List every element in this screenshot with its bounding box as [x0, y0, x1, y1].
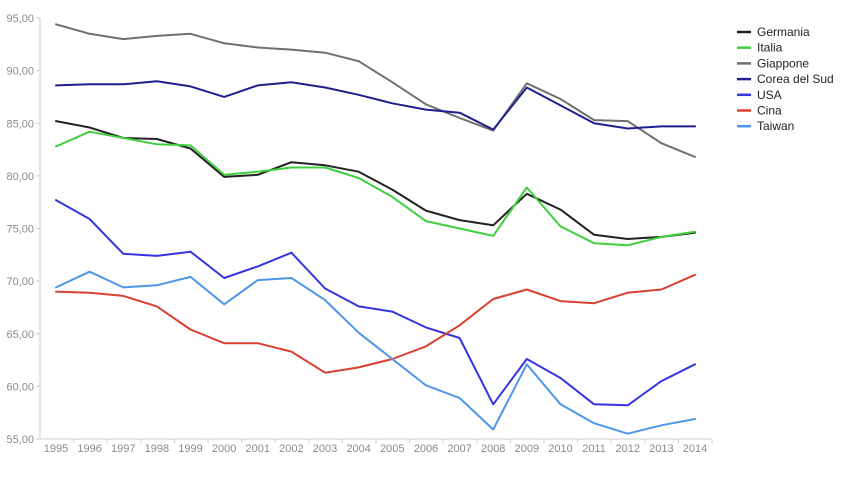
x-tick-label: 2004 — [346, 443, 370, 455]
series-line-taiwan — [55, 270, 696, 435]
legend-label-taiwan: Taiwan — [757, 119, 794, 133]
x-tick-label: 2006 — [414, 443, 438, 455]
axes: 55,00 60,00 65,00 70,00 75,00 80,00 85,00 90,00… — [6, 13, 713, 455]
series-line-germania — [55, 120, 696, 240]
x-tick-label: 1996 — [77, 443, 101, 455]
x-tick-label: 2000 — [212, 443, 236, 455]
legend-label-corea-del-sud: Corea del Sud — [757, 72, 834, 86]
y-tick-label: 70,00 — [6, 276, 34, 288]
x-tick-label: 2012 — [615, 443, 639, 455]
x-tick-label: 2014 — [683, 443, 707, 455]
x-tick-label: 2005 — [380, 443, 404, 455]
y-tick-label: 65,00 — [6, 329, 34, 341]
y-tick-label: 95,00 — [6, 13, 34, 25]
legend-label-usa: USA — [757, 88, 782, 102]
legend-label-germania: Germania — [757, 25, 810, 39]
x-tick-label: 2009 — [515, 443, 539, 455]
x-tick-label: 2003 — [313, 443, 337, 455]
y-tick-label: 75,00 — [6, 224, 34, 236]
series-line-usa — [55, 199, 696, 407]
x-tick-label: 2008 — [481, 443, 505, 455]
series-lines — [55, 23, 696, 435]
x-tick-label: 2007 — [447, 443, 471, 455]
legend-label-italia: Italia — [757, 41, 783, 55]
x-tick-label: 2010 — [548, 443, 572, 455]
y-tick-label: 80,00 — [6, 171, 34, 183]
series-line-giappone — [55, 23, 696, 158]
y-tick-label: 55,00 — [6, 434, 34, 446]
series-line-corea-del-sud — [55, 80, 696, 131]
legend-label-giappone: Giappone — [757, 56, 809, 70]
x-tick-label: 1998 — [145, 443, 169, 455]
legend-label-cina: Cina — [757, 104, 782, 118]
x-tick-label: 2001 — [246, 443, 270, 455]
y-tick-label: 85,00 — [6, 118, 34, 130]
x-tick-label: 2011 — [582, 443, 606, 455]
x-tick-label: 2002 — [279, 443, 303, 455]
y-tick-label: 90,00 — [6, 66, 34, 78]
series-line-cina — [55, 273, 696, 374]
y-tick-label: 60,00 — [6, 381, 34, 393]
series-line-italia — [55, 130, 696, 247]
x-tick-label: 1995 — [44, 443, 68, 455]
x-tick-label: 1999 — [178, 443, 202, 455]
x-tick-label: 1997 — [111, 443, 135, 455]
x-tick-label: 2013 — [649, 443, 673, 455]
